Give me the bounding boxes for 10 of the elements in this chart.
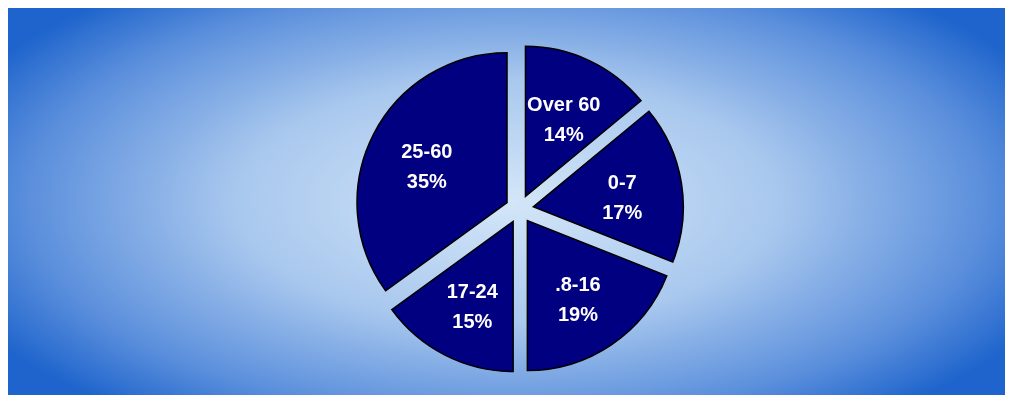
slice-label: .8-16 [555, 273, 601, 296]
data-label: 19% [557, 303, 599, 326]
data-label: 17% [602, 200, 643, 223]
slice-label: 0-7 [607, 170, 637, 193]
data-label: 15% [452, 309, 493, 332]
slice-label: 17-24 [446, 279, 499, 302]
data-label: 35% [406, 169, 448, 192]
slice-label: Over 60 [527, 92, 601, 115]
slice-label: 25-60 [401, 139, 453, 162]
data-label: 14% [543, 122, 585, 145]
